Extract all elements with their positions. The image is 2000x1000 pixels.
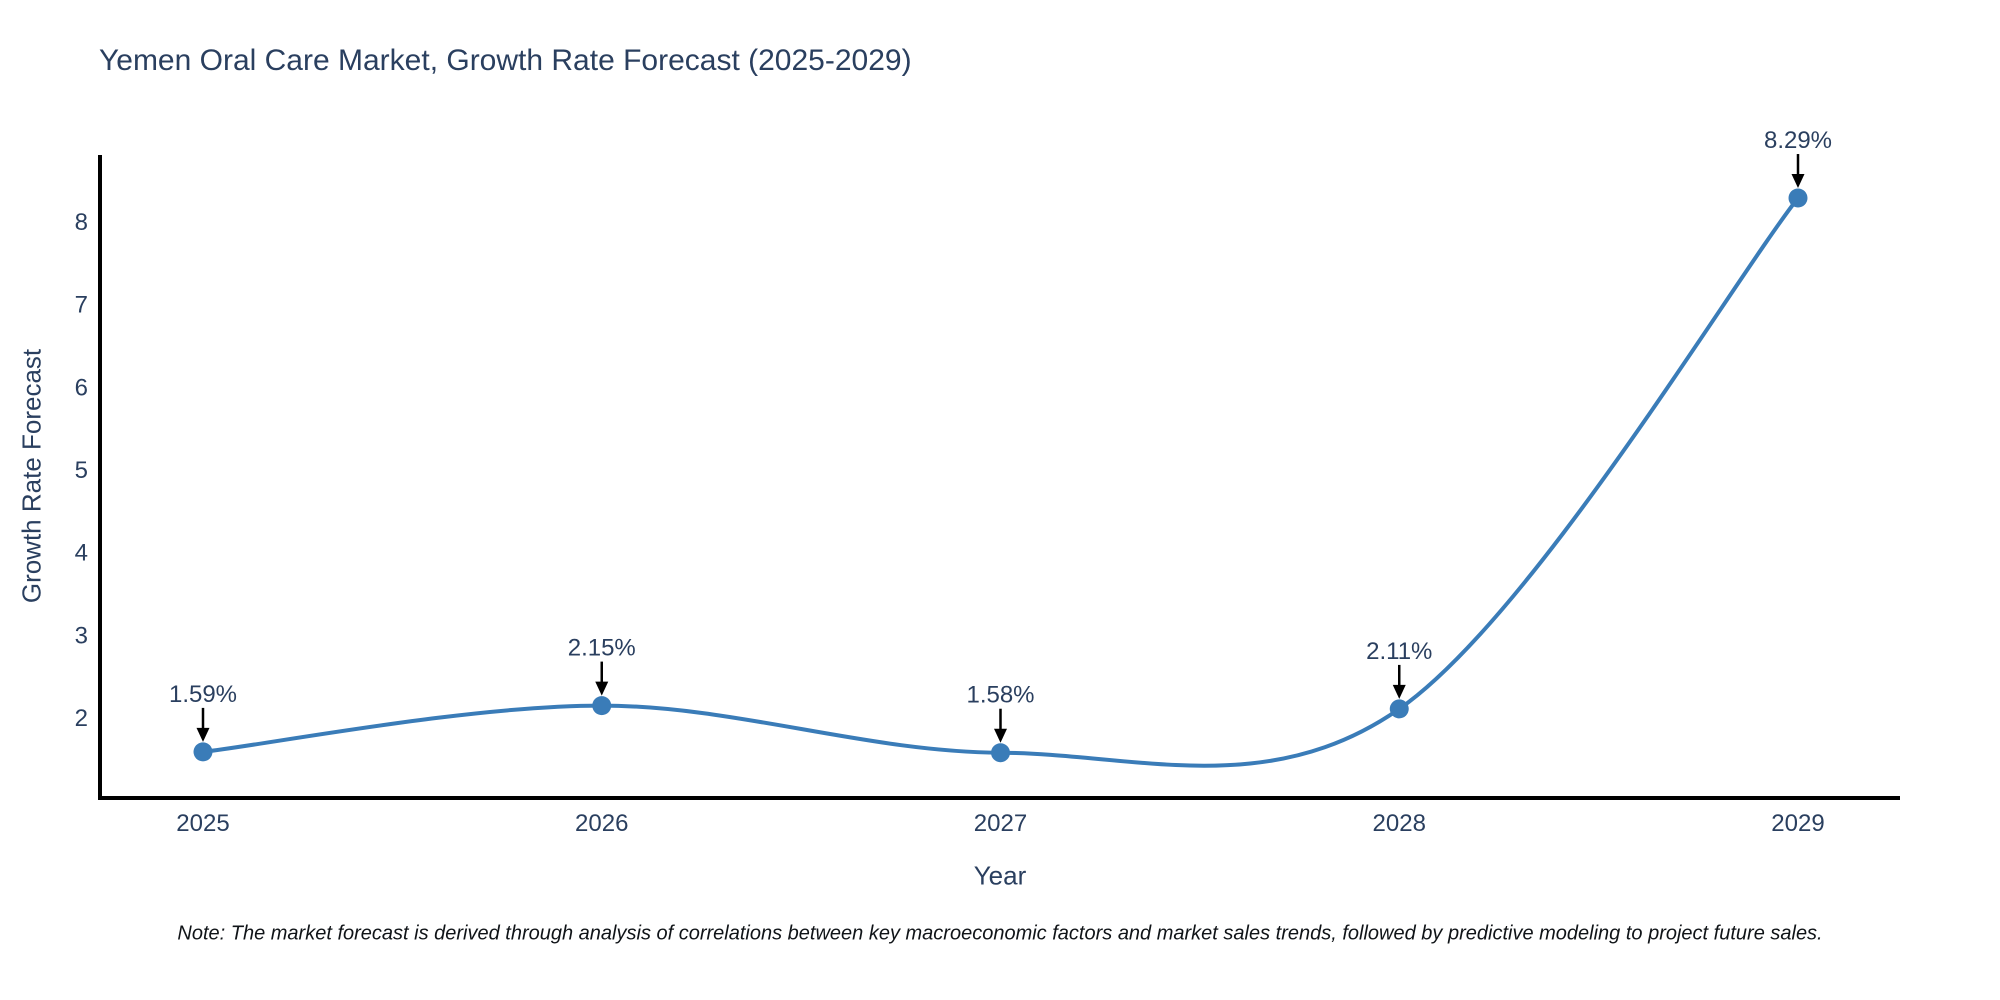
annotation-arrowhead-icon (196, 727, 210, 742)
y-tick-label: 7 (75, 292, 88, 319)
annotation-arrowhead-icon (1791, 174, 1805, 189)
data-point-marker[interactable] (592, 696, 612, 716)
y-tick-label: 5 (75, 457, 88, 484)
footnote: Note: The market forecast is derived thr… (177, 922, 1823, 945)
annotation-label: 8.29% (1764, 127, 1832, 154)
data-point-marker[interactable] (1389, 699, 1409, 719)
y-tick-label: 4 (75, 540, 88, 567)
x-axis-title: Year (973, 860, 1027, 891)
data-point-marker[interactable] (1788, 188, 1808, 208)
chart-title: Yemen Oral Care Market, Growth Rate Fore… (99, 44, 912, 77)
x-tick-label: 2027 (974, 810, 1027, 837)
x-tick-label: 2028 (1373, 810, 1426, 837)
data-point-marker[interactable] (193, 742, 213, 762)
annotation-arrowhead-icon (1392, 684, 1406, 699)
annotation-label: 1.59% (169, 681, 237, 708)
series-line (201, 196, 1800, 768)
y-tick-label: 2 (75, 705, 88, 732)
annotation-label: 2.11% (1366, 638, 1432, 665)
x-tick-label: 2026 (575, 810, 628, 837)
x-tick-label: 2029 (1771, 810, 1824, 837)
annotation-arrowhead-icon (994, 728, 1007, 743)
y-tick-label: 6 (75, 374, 88, 401)
data-point-marker[interactable] (991, 743, 1010, 763)
annotation-label: 1.58% (966, 682, 1034, 709)
annotation-label: 2.15% (568, 635, 636, 662)
annotation-arrowhead-icon (595, 681, 609, 696)
y-tick-label: 3 (75, 622, 88, 649)
y-tick-label: 8 (75, 209, 88, 236)
x-tick-label: 2025 (176, 810, 229, 837)
